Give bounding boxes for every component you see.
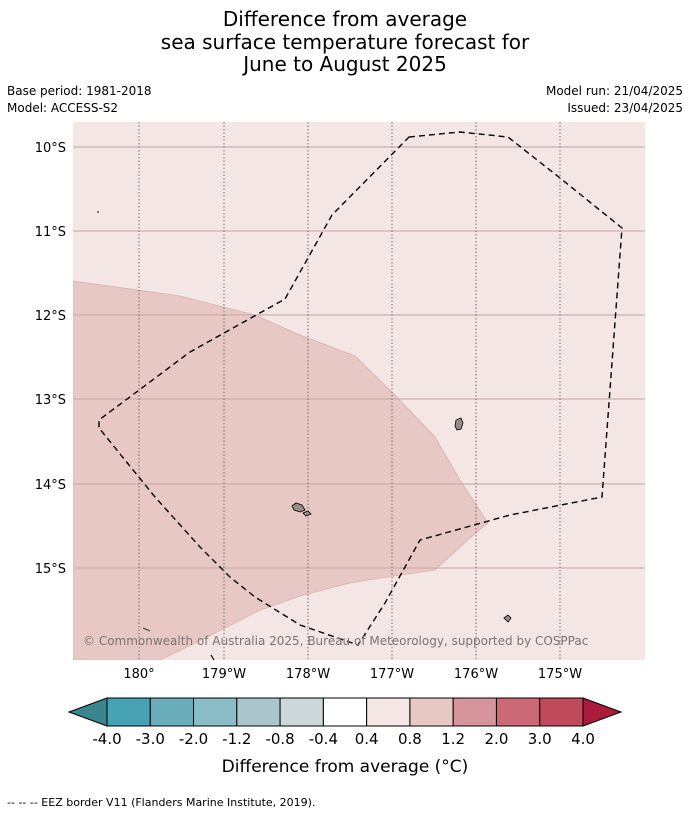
longitude-label: 176°W [454, 667, 498, 682]
islands [97, 211, 512, 632]
latitude-label: 15°S [35, 562, 66, 577]
colorbar-segment [539, 697, 584, 727]
colorbar-tick-label: -2.0 [179, 730, 208, 748]
title-line-2: sea surface temperature forecast for [160, 29, 530, 54]
model-run: Model run: 21/04/2025 [545, 84, 683, 98]
colorbar-segment [452, 697, 497, 727]
longitude-label: 177°W [370, 667, 414, 682]
colorbar-tick-labels: -4.0 -3.0 -2.0 -1.2 -0.8 -0.4 0.4 0.8 1.2 2.0 3.0 4… [92, 730, 595, 748]
title-line-3: June to August 2025 [243, 52, 447, 76]
meta-right: Model run: 21/04/2025 Issued: 23/04/2025 [546, 83, 683, 117]
colorbar-tick-label: 4.0 [571, 730, 595, 748]
colorbar-segment [495, 697, 541, 727]
latitude-label: 11°S [35, 225, 66, 240]
longitude-label: 179°W [202, 667, 246, 682]
issued-date: Issued: 23/04/2025 [567, 101, 683, 115]
colorbar-tick-label: -1.2 [222, 730, 251, 748]
model-name: Model: ACCESS-S2 [7, 101, 119, 115]
colorbar-tick-label: 1.2 [441, 730, 465, 748]
colorbar-segments [106, 697, 584, 727]
latitude-labels: 10°S 11°S 12°S 13°S 14°S 15°S [35, 141, 66, 577]
chart-title: Difference from average sea surface temp… [0, 8, 690, 76]
copyright-notice: © Commonwealth of Australia 2025, Bureau… [83, 634, 588, 648]
colorbar-low-extend [67, 697, 108, 727]
colorbar-segment [322, 697, 368, 727]
islet-southwest [142, 627, 151, 632]
colorbar-segment [409, 697, 454, 727]
colorbar-segment [193, 697, 238, 727]
title-line-1: Difference from average [222, 7, 468, 31]
latitude-label: 12°S [35, 309, 66, 324]
colorbar-segment [236, 697, 281, 727]
colorbar-segment [106, 697, 151, 727]
anomaly-region [73, 280, 489, 660]
colorbar-segment [149, 697, 195, 727]
colorbar-tick-label: 0.8 [398, 730, 422, 748]
eez-border [98, 131, 623, 646]
longitude-label: 175°W [538, 667, 582, 682]
island-central [291, 502, 306, 513]
colorbar-tick-label: 2.0 [485, 730, 509, 748]
colorbar-segment [366, 697, 411, 727]
colorbar-tick-label: -4.0 [92, 730, 121, 748]
longitude-label: 178°W [286, 667, 330, 682]
colorbar-tick-label: -0.4 [309, 730, 338, 748]
longitude-labels: 180° 179°W 178°W 177°W 176°W 175°W [123, 667, 582, 682]
latitude-label: 14°S [35, 478, 66, 493]
colorbar-tick-label: -3.0 [136, 730, 165, 748]
colorbar-tick-label: -0.8 [265, 730, 294, 748]
colorbar: -4.0 -3.0 -2.0 -1.2 -0.8 -0.4 0.4 0.8 1.2 2.0 3.0 4… [67, 697, 623, 777]
colorbar-label: Difference from average (°C) [222, 757, 469, 777]
map-figure: © Commonwealth of Australia 2025, Bureau… [35, 122, 645, 682]
coast-fragment [210, 654, 215, 660]
meta-left: Base period: 1981-2018 Model: ACCESS-S2 [7, 83, 152, 117]
colorbar-segment [279, 697, 324, 727]
eez-legend: -- -- -- EEZ border V11 (Flanders Marine… [7, 796, 316, 809]
colorbar-tick-label: 0.4 [355, 730, 379, 748]
latitude-label: 10°S [35, 141, 66, 156]
islet-northwest [97, 211, 99, 213]
island-southeast [503, 614, 512, 623]
longitude-label: 180° [123, 667, 154, 682]
latitude-label: 13°S [35, 393, 66, 408]
island-northeast [454, 417, 464, 431]
colorbar-high-extend [582, 697, 623, 727]
base-period: Base period: 1981-2018 [7, 84, 152, 98]
islet-central [302, 510, 312, 517]
colorbar-tick-label: 3.0 [528, 730, 552, 748]
gridlines [73, 122, 645, 660]
